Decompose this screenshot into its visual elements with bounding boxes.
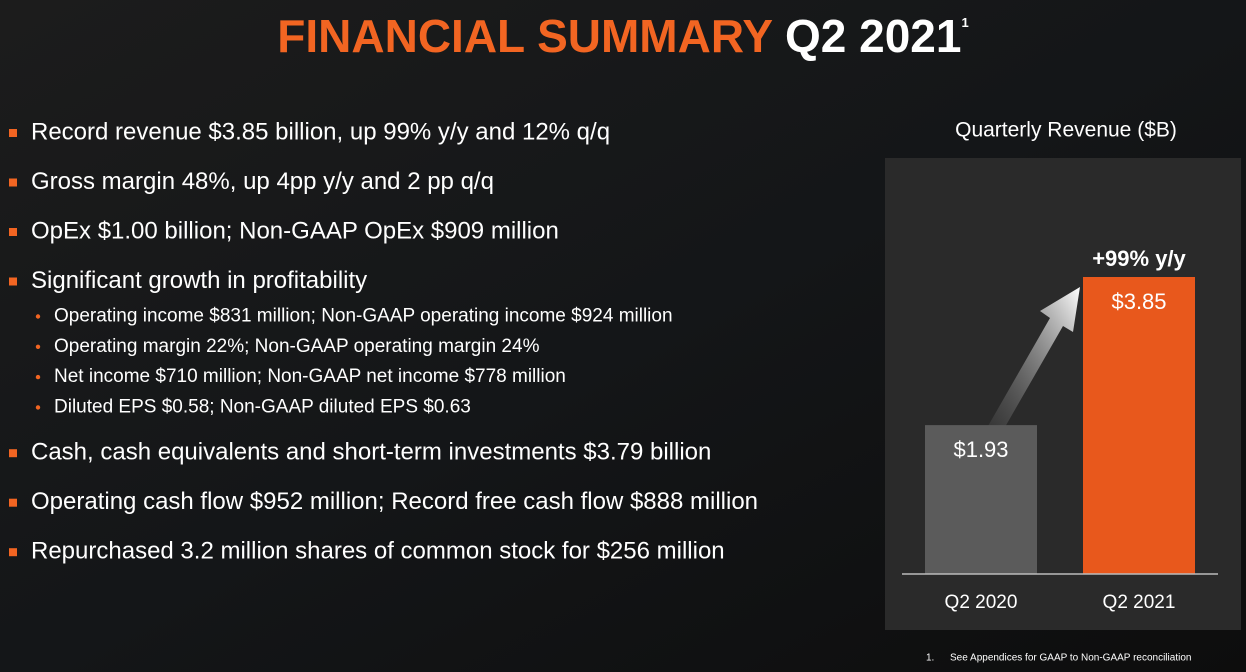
sub-bullet-marker (35, 374, 41, 380)
value-label: $3.85 (1111, 289, 1166, 314)
bullet-marker (9, 449, 17, 458)
bullet-text: Repurchased 3.2 million shares of common… (31, 538, 725, 565)
bullet-marker (9, 277, 17, 286)
x-tick-label: Q2 2020 (945, 592, 1018, 613)
bar (925, 425, 1037, 574)
bullet-list: Record revenue $3.85 billion, up 99% y/y… (9, 118, 758, 565)
bullet-marker (9, 548, 17, 557)
sub-bullet-marker (35, 344, 41, 349)
sub-bullet-text: Operating margin 22%; Non-GAAP operating… (54, 336, 540, 357)
sub-bullet-marker (35, 405, 41, 410)
bullet-marker (9, 178, 17, 187)
bullet-marker (9, 228, 17, 236)
bar (1083, 277, 1195, 574)
bullet-text: Cash, cash equivalents and short-term in… (31, 439, 711, 466)
footnote-number: 1. (926, 653, 934, 664)
x-tick-label: Q2 2021 (1103, 592, 1176, 613)
sub-bullet-text: Diluted EPS $0.58; Non-GAAP diluted EPS … (54, 396, 471, 417)
bullet-marker (9, 129, 17, 137)
growth-arrow (980, 287, 1080, 448)
footnote-text: See Appendices for GAAP to Non-GAAP reco… (950, 653, 1191, 664)
bullet-text: Record revenue $3.85 billion, up 99% y/y… (31, 118, 610, 145)
sub-bullet-text: Operating income $831 million; Non-GAAP … (54, 306, 673, 327)
sub-bullet-marker (35, 314, 41, 319)
chart-title: Quarterly Revenue ($B) (955, 119, 1177, 142)
title-period: Q2 2021 (785, 10, 961, 62)
sub-bullet-text: Net income $710 million; Non-GAAP net in… (54, 366, 566, 387)
slide-title: FINANCIAL SUMMARY Q2 20211 (277, 10, 968, 62)
bullet-text: OpEx $1.00 billion; Non-GAAP OpEx $909 m… (31, 217, 559, 244)
bullet-text: Operating cash flow $952 million; Record… (31, 488, 758, 515)
title-main: FINANCIAL SUMMARY (277, 10, 772, 62)
bullet-marker (9, 498, 17, 507)
bullet-text: Significant growth in profitability (31, 267, 367, 294)
chart: $1.93 Q2 2020 $3.85 Q2 2021 +99% y/y (902, 246, 1218, 613)
annotation: +99% y/y (1092, 246, 1186, 271)
title-note-mark: 1 (961, 15, 968, 30)
bullet-text: Gross margin 48%, up 4pp y/y and 2 pp q/… (31, 168, 494, 195)
value-label: $1.93 (953, 437, 1008, 462)
